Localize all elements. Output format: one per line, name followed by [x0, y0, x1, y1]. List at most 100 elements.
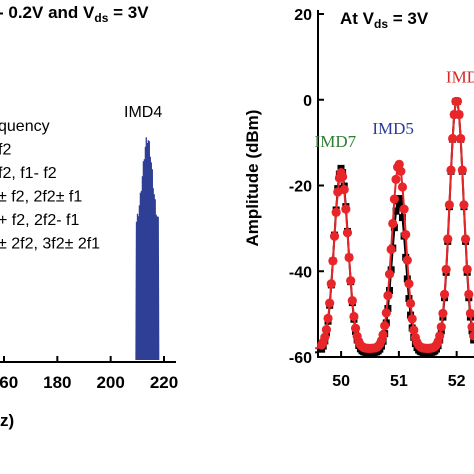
left-x-tick-label-1: 180	[43, 373, 71, 392]
series-1-point	[405, 298, 416, 309]
series-0-point	[403, 275, 411, 283]
series-1-point	[439, 289, 450, 299]
series-1-point	[464, 289, 474, 299]
series-1-point	[394, 159, 404, 169]
series-1-point	[378, 330, 388, 340]
series-1-point	[344, 252, 354, 263]
series-1-point	[454, 109, 464, 120]
y-tick-label-1: 0	[303, 93, 312, 110]
annotation-imd: IMD	[446, 68, 474, 87]
series-0-point	[384, 304, 392, 312]
series-0-point	[398, 214, 406, 222]
series-1-point	[396, 166, 406, 176]
series-1-point	[328, 256, 338, 266]
left-x-tick-label-3: 220	[150, 373, 178, 392]
right-panel: At Vds = 3V Amplitude (dBm) 20 0 -20 -40 -60…	[243, 7, 474, 390]
series-1-point	[438, 308, 448, 318]
x-tick-label-0: 50	[332, 373, 350, 390]
left-x-tick-label-0: 160	[0, 373, 18, 392]
series-1-point	[325, 298, 335, 308]
series-1-point	[462, 264, 472, 274]
legend-line-5: ± 2f2, 3f2± 2f1	[0, 236, 100, 253]
series-0-point	[397, 200, 405, 208]
left-title: - 0.2V and Vds = 3V	[0, 3, 149, 25]
left-panel: - 0.2V and Vds = 3V IMD4 quency f2 f2, f1-…	[0, 3, 178, 430]
left-x-ticks: 160 180 200 220	[0, 356, 178, 392]
series-1-point	[448, 133, 458, 144]
series-1-point	[320, 332, 330, 342]
imd4-line	[135, 137, 160, 361]
x-ticks: 50 51 52	[332, 351, 466, 390]
series-1-point	[326, 279, 336, 289]
y-tick-label-0: 20	[294, 7, 312, 24]
left-x-tick-label-2: 200	[96, 373, 124, 392]
series-1-point	[444, 200, 454, 210]
series-1-point	[346, 276, 356, 286]
plot-frame	[317, 10, 474, 358]
series-1-point	[342, 228, 353, 238]
series-1-point	[391, 174, 401, 184]
y-ticks: 20 0 -20 -40 -60	[289, 7, 324, 367]
series-0-point	[386, 286, 394, 294]
series-1-point	[386, 244, 396, 254]
series-1-point	[350, 323, 361, 333]
series-1-point	[349, 311, 359, 322]
series-red-circles	[314, 96, 474, 353]
series-1-point	[465, 308, 474, 318]
imd4-label: IMD4	[124, 104, 162, 121]
legend-line-2: f2, f1- f2	[0, 165, 57, 182]
series-1-point	[443, 234, 453, 244]
series-1-point	[401, 229, 411, 240]
series-1-point	[404, 279, 414, 289]
right-title: At Vds = 3V	[340, 9, 429, 31]
legend-line-1: f2	[0, 142, 11, 159]
series-0-point	[405, 295, 413, 303]
series-1-point	[383, 290, 393, 301]
x-tick-label-2: 52	[448, 373, 466, 390]
series-1-point	[339, 184, 349, 195]
annotation-imd5: IMD5	[372, 119, 414, 138]
series-1-point	[341, 204, 351, 214]
y-axis-label: Amplitude (dBm)	[243, 110, 262, 247]
series-1-point	[347, 296, 357, 306]
series-1-point	[409, 325, 419, 335]
y-tick-label-4: -60	[289, 350, 312, 367]
series-1-point	[456, 133, 466, 144]
legend-line-4: + f2, 2f2- f1	[0, 212, 79, 229]
series-1-point	[441, 264, 451, 274]
series-1-point	[457, 165, 467, 175]
series-1-point	[452, 96, 463, 107]
legend-text-block: quency f2 f2, f1- f2 ± f2, 2f2± f1 + f2, 2f2…	[0, 118, 100, 253]
series-0-point	[395, 195, 403, 203]
left-x-label: z)	[0, 411, 14, 430]
series-1-point	[397, 182, 408, 192]
series-1-point	[435, 331, 445, 341]
series-1-point	[469, 331, 474, 341]
series-1-point	[402, 255, 412, 265]
legend-line-0: quency	[0, 118, 50, 135]
peak-annotations: IMD7 IMD5 IMD	[315, 68, 474, 151]
series-1-point	[321, 324, 332, 335]
series-1-point	[446, 165, 456, 175]
series-1-point	[436, 322, 446, 332]
series-1-point	[389, 194, 399, 204]
series-1-point	[407, 314, 417, 324]
series-1-point	[460, 234, 471, 244]
series-1-point	[459, 200, 469, 210]
series-1-point	[329, 231, 340, 241]
series-1-point	[384, 269, 395, 279]
series-1-point	[323, 313, 333, 324]
series-1-point	[467, 322, 474, 332]
annotation-imd7: IMD7	[315, 132, 357, 151]
series-1-point	[338, 172, 348, 182]
imd4-series	[135, 137, 160, 361]
y-tick-label-3: -40	[289, 264, 312, 281]
y-tick-label-2: -20	[289, 179, 312, 196]
series-0-point	[392, 207, 400, 215]
series-1-point	[399, 204, 409, 214]
series-1-point	[381, 308, 391, 318]
series-1-point	[331, 207, 341, 217]
series-1-point	[388, 218, 398, 229]
x-tick-label-1: 51	[390, 373, 408, 390]
